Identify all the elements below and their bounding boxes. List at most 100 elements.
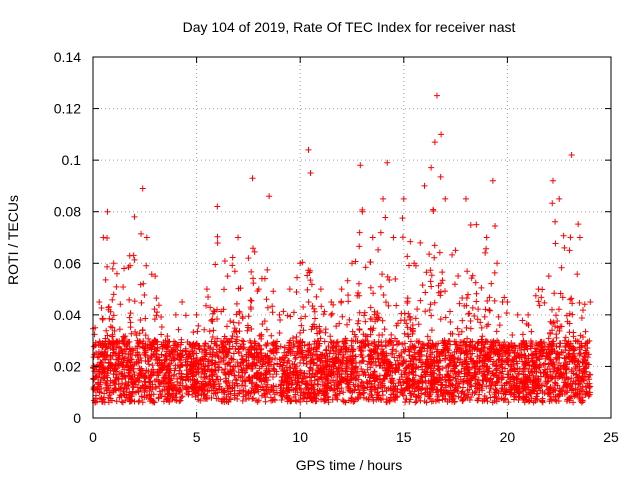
- data-point: [193, 311, 200, 318]
- data-point: [516, 370, 523, 377]
- data-point: [382, 214, 389, 221]
- data-point: [276, 330, 283, 337]
- data-point: [319, 369, 326, 376]
- data-point: [125, 264, 132, 271]
- data-point: [498, 385, 505, 392]
- data-point: [144, 358, 151, 365]
- data-point: [445, 349, 452, 356]
- data-point: [115, 343, 122, 350]
- data-point: [171, 355, 178, 362]
- data-point: [101, 349, 108, 356]
- data-point: [575, 358, 582, 365]
- data-point: [135, 398, 142, 405]
- data-point: [427, 278, 434, 285]
- data-point: [256, 376, 263, 383]
- data-point: [468, 383, 475, 390]
- data-point: [151, 316, 158, 323]
- data-point: [178, 373, 185, 380]
- data-point: [102, 276, 109, 283]
- data-point: [405, 363, 412, 370]
- data-point: [342, 346, 349, 353]
- data-point: [153, 309, 160, 316]
- data-point: [450, 392, 457, 399]
- data-point: [435, 282, 442, 289]
- x-tick-label: 5: [193, 429, 201, 445]
- data-point: [188, 355, 195, 362]
- data-point: [460, 378, 467, 385]
- data-point: [178, 336, 185, 343]
- data-point: [383, 387, 390, 394]
- data-point: [441, 395, 448, 402]
- data-point: [245, 395, 252, 402]
- data-point: [148, 391, 155, 398]
- data-point: [131, 298, 138, 305]
- data-point: [393, 348, 400, 355]
- data-point: [367, 371, 374, 378]
- data-point: [380, 195, 387, 202]
- data-point: [159, 387, 166, 394]
- data-point: [269, 303, 276, 310]
- data-point: [212, 261, 219, 268]
- data-point: [492, 386, 499, 393]
- data-point: [477, 319, 484, 326]
- data-point: [472, 279, 479, 286]
- data-point: [581, 365, 588, 372]
- x-axis-label: GPS time / hours: [296, 457, 403, 473]
- data-point: [234, 396, 241, 403]
- data-point: [360, 385, 367, 392]
- data-point: [523, 320, 530, 327]
- data-point: [561, 337, 568, 344]
- data-point: [438, 131, 445, 138]
- data-point: [513, 375, 520, 382]
- data-point: [387, 394, 394, 401]
- data-point: [249, 395, 256, 402]
- data-point: [141, 389, 148, 396]
- data-point: [519, 331, 526, 338]
- data-point: [387, 385, 394, 392]
- data-point: [311, 386, 318, 393]
- data-point: [312, 315, 319, 322]
- data-point: [93, 350, 100, 357]
- data-point: [484, 398, 491, 405]
- data-point: [561, 390, 568, 397]
- data-point: [340, 389, 347, 396]
- data-point: [505, 399, 512, 406]
- data-point: [343, 346, 350, 353]
- data-point: [211, 381, 218, 388]
- data-point: [162, 337, 169, 344]
- data-point: [126, 296, 133, 303]
- data-point: [415, 364, 422, 371]
- data-point: [463, 367, 470, 374]
- data-point: [136, 330, 143, 337]
- data-point: [438, 381, 445, 388]
- data-point: [494, 374, 501, 381]
- data-point: [158, 331, 165, 338]
- data-point: [225, 338, 232, 345]
- data-point: [371, 308, 378, 315]
- data-point: [479, 333, 486, 340]
- data-point: [243, 362, 250, 369]
- data-point: [256, 365, 263, 372]
- data-point: [372, 358, 379, 365]
- data-point: [294, 343, 301, 350]
- data-point: [400, 392, 407, 399]
- data-point: [248, 325, 255, 332]
- data-point: [528, 369, 535, 376]
- data-point: [412, 399, 419, 406]
- data-point: [98, 361, 105, 368]
- data-point: [212, 367, 219, 374]
- data-point: [343, 337, 350, 344]
- data-point: [292, 397, 299, 404]
- data-point: [214, 306, 221, 313]
- data-point: [195, 322, 202, 329]
- data-point: [552, 387, 559, 394]
- data-point: [250, 360, 257, 367]
- data-point: [336, 346, 343, 353]
- data-point: [399, 360, 406, 367]
- data-point: [367, 326, 374, 333]
- data-point: [399, 341, 406, 348]
- data-point: [466, 396, 473, 403]
- data-point: [138, 299, 145, 306]
- data-point: [377, 396, 384, 403]
- data-point: [409, 328, 416, 335]
